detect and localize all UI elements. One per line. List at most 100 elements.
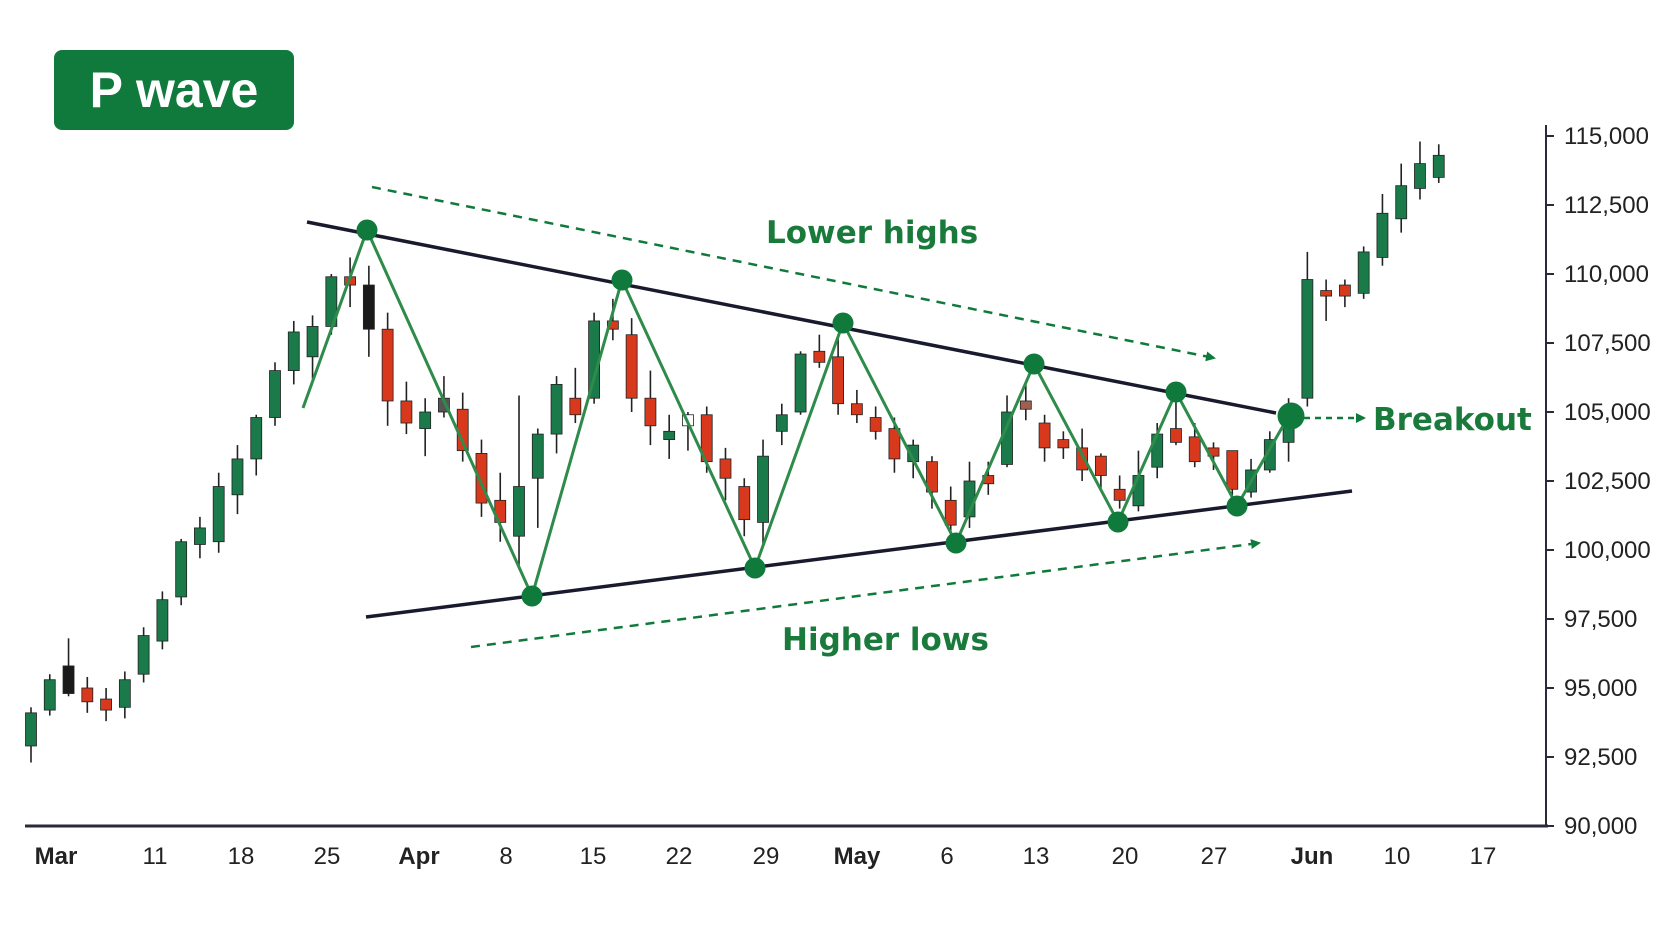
x-tick-label: Mar xyxy=(35,843,78,870)
candle xyxy=(1038,414,1051,462)
candle-body xyxy=(362,284,375,330)
candle xyxy=(794,351,807,415)
pivot-dot xyxy=(521,585,543,607)
x-tick-label: 6 xyxy=(940,843,953,870)
candle xyxy=(137,627,150,683)
wave-path xyxy=(301,219,1305,607)
candle-body xyxy=(1357,251,1370,294)
x-tick-label: 8 xyxy=(499,843,512,870)
x-tick-label: 10 xyxy=(1384,843,1411,870)
candle-body xyxy=(287,331,300,371)
candle-body xyxy=(869,417,882,432)
candle xyxy=(775,403,788,446)
annotations: Lower highs Higher lows Breakout xyxy=(766,215,1532,658)
candle xyxy=(1339,279,1351,308)
x-axis-ticks: Mar 11 18 25 Apr 8 15 22 29 May 6 13 20 27 Jun 10 17 xyxy=(35,843,1497,870)
candle-body xyxy=(1151,433,1164,468)
x-tick-label: Jun xyxy=(1291,843,1334,870)
axes xyxy=(25,125,1548,828)
candle-body xyxy=(175,541,188,598)
label-higher-lows: Higher lows xyxy=(782,622,989,658)
y-tick-label: 95,000 xyxy=(1564,675,1637,702)
x-tick-label: 27 xyxy=(1201,843,1228,870)
candle-body xyxy=(81,687,94,703)
candle-body xyxy=(25,712,37,747)
candle-body xyxy=(813,350,826,363)
candle xyxy=(1395,163,1408,233)
candle-body xyxy=(1057,439,1070,449)
pivot-dot xyxy=(1226,495,1248,517)
candle-body xyxy=(550,383,563,435)
candle xyxy=(62,638,75,697)
candle-body xyxy=(1226,450,1239,490)
candle xyxy=(1188,423,1201,468)
y-tick-label: 100,000 xyxy=(1564,537,1651,564)
y-tick-label: 110,000 xyxy=(1564,261,1649,288)
candle-body xyxy=(100,698,112,711)
candle xyxy=(175,538,188,606)
candle-body xyxy=(1301,279,1314,399)
candle xyxy=(362,265,375,357)
candle xyxy=(100,688,112,722)
candle xyxy=(475,439,488,517)
higher-lows-arrow xyxy=(470,539,1261,649)
candle xyxy=(1432,144,1445,183)
x-tick-label: 18 xyxy=(228,843,255,870)
candle xyxy=(400,381,413,435)
candle-body xyxy=(719,458,732,479)
candle-body xyxy=(944,499,957,526)
candle xyxy=(719,447,732,501)
candle-body xyxy=(569,397,582,416)
candle xyxy=(1057,431,1070,459)
candle-body xyxy=(1019,400,1032,410)
x-tick-label: 25 xyxy=(314,843,341,870)
candle xyxy=(1320,279,1333,321)
candle xyxy=(81,676,94,713)
candle xyxy=(250,414,263,476)
candle-body xyxy=(269,370,281,418)
candle-body xyxy=(400,400,413,424)
candle-body xyxy=(1170,428,1182,443)
candle-body xyxy=(231,458,244,496)
x-tick-label: May xyxy=(834,843,881,870)
x-tick-label: 15 xyxy=(580,843,607,870)
candle xyxy=(625,318,638,412)
candle-body xyxy=(606,320,619,330)
candle xyxy=(118,671,131,719)
candle xyxy=(194,516,206,559)
candle-body xyxy=(832,356,845,405)
candle xyxy=(1357,246,1370,299)
candle-body xyxy=(43,679,56,711)
candle-body xyxy=(888,428,901,460)
y-tick-label: 90,000 xyxy=(1564,813,1637,840)
label-lower-highs: Lower highs xyxy=(766,215,978,251)
candle xyxy=(1414,141,1426,200)
candle xyxy=(757,439,769,548)
candle-body xyxy=(1432,154,1445,178)
candle xyxy=(381,312,394,426)
x-tick-label: Apr xyxy=(398,843,439,870)
candle xyxy=(644,370,657,446)
pivot-dot xyxy=(945,532,967,554)
candle xyxy=(869,406,882,440)
candle-body xyxy=(625,334,638,399)
candle-body xyxy=(1320,290,1333,297)
candle-body xyxy=(531,433,544,479)
candle xyxy=(832,334,845,415)
candle xyxy=(813,334,826,368)
candle-body xyxy=(1414,163,1426,189)
candle-body xyxy=(775,414,788,432)
candle xyxy=(569,367,582,424)
pivot-dot xyxy=(832,312,854,334)
candle xyxy=(43,674,56,716)
y-tick-label: 92,500 xyxy=(1564,744,1637,771)
candle xyxy=(25,707,37,763)
pivot-dot xyxy=(1023,353,1045,375)
wave-line xyxy=(301,226,1293,601)
pivot-dot xyxy=(1107,511,1129,533)
candle xyxy=(606,298,619,341)
candle-body xyxy=(381,328,394,402)
candle-body xyxy=(1132,475,1145,507)
candle-body xyxy=(306,326,319,358)
candle xyxy=(531,428,544,528)
